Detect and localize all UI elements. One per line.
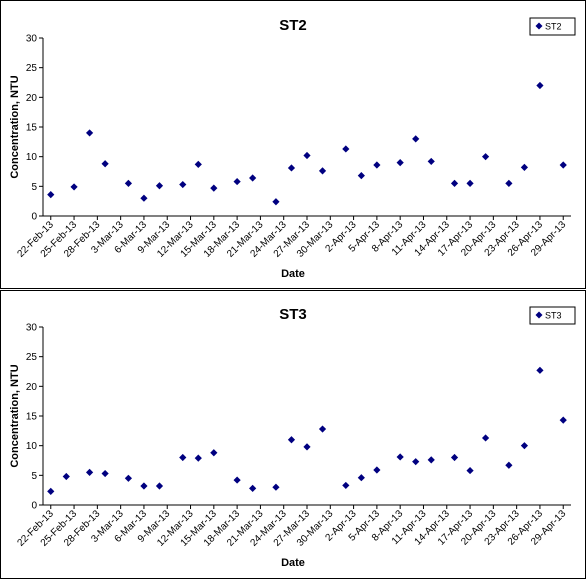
chart-svg-st3: ST3 Concentration, NTU Date ST3 0 5 10 15 20… [9,306,576,569]
x-axis-label: Date [281,268,305,280]
chart-panel-st2: ST2 Concentration, NTU Date ST2 0 5 10 15 20… [0,0,586,289]
data-point [427,456,435,464]
chart-title: ST2 [279,17,307,34]
legend: ST3 [529,306,576,325]
data-point [427,157,435,166]
data-point [155,182,164,190]
y-tick-label: 10 [26,152,38,163]
data-point [520,442,529,450]
data-point [47,487,55,495]
data-point [124,179,133,187]
data-point [505,461,513,469]
data-point [210,184,218,192]
data-point [194,160,202,168]
data-point [318,425,327,433]
data-point [520,163,529,171]
data-point [466,179,474,187]
y-tick-label: 0 [31,501,37,512]
data-point [101,160,109,168]
data-point [85,129,94,137]
data-point [396,453,404,461]
y-tick-label: 10 [26,441,38,452]
data-point [124,474,133,482]
data-point [303,151,311,160]
data-point [287,164,296,172]
y-axis-label: Concentration, NTU [9,364,21,467]
axes: 05101520253022-Feb-1325-Feb-1328-Feb-133… [15,323,571,549]
data-point [233,476,241,484]
data-point [373,466,381,474]
y-tick-label: 15 [26,123,38,134]
legend-marker-icon [535,311,543,319]
data-point [505,179,513,187]
data-point [272,198,280,206]
y-tick-label: 20 [26,93,38,104]
y-tick-label: 5 [31,471,37,482]
data-point [481,434,490,442]
y-tick-label: 30 [26,34,38,45]
data-point [466,466,474,475]
y-tick-label: 25 [26,352,38,363]
data-point [357,172,365,180]
data-point [342,145,350,153]
legend-label: ST3 [545,311,562,321]
data-point [481,153,490,161]
data-point [249,174,257,182]
chart-title: ST3 [279,306,307,323]
data-point [536,81,544,90]
data-point [342,481,350,490]
y-tick-label: 25 [26,63,38,74]
legend-box [529,306,576,325]
data-point [155,482,164,490]
data-point [559,161,567,169]
legend-box [529,17,576,36]
legend-marker-icon [535,22,543,30]
y-tick-label: 15 [26,412,38,423]
data-point [210,449,218,457]
data-point [194,454,202,462]
chart-panel-st3: ST3 Concentration, NTU Date ST3 0 5 10 15 20… [0,290,586,579]
x-axis-label: Date [281,557,305,569]
data-point [179,453,187,462]
data-point [179,180,187,189]
data-point [536,366,544,374]
legend: ST2 [529,17,576,36]
legend-label: ST2 [545,22,562,32]
y-tick-label: 5 [31,182,37,193]
data-point [62,472,70,481]
y-tick-label: 20 [26,382,38,393]
data-point [70,183,78,191]
data-point [357,474,365,482]
data-point [450,179,459,187]
data-point [101,469,109,478]
chart-svg-st2: ST2 Concentration, NTU Date ST2 0 5 10 15 20… [9,17,576,280]
data-points [47,81,567,206]
data-point [450,453,459,462]
y-tick-label: 0 [31,212,37,223]
data-point [412,135,420,143]
data-point [47,191,55,199]
data-point [396,159,404,167]
data-point [318,167,327,175]
data-point [287,436,296,444]
data-point [140,482,148,490]
data-point [233,177,241,186]
y-axis-label: Concentration, NTU [9,75,21,178]
data-point [373,161,381,169]
data-point [85,468,94,476]
data-point [303,443,311,451]
data-points [47,366,567,495]
y-tick-label: 30 [26,323,38,334]
data-point [559,416,567,424]
data-point [412,458,420,466]
axes: 05101520253022-Feb-1325-Feb-1328-Feb-133… [15,34,571,260]
data-point [272,483,280,491]
data-point [140,194,148,202]
data-point [249,484,257,492]
